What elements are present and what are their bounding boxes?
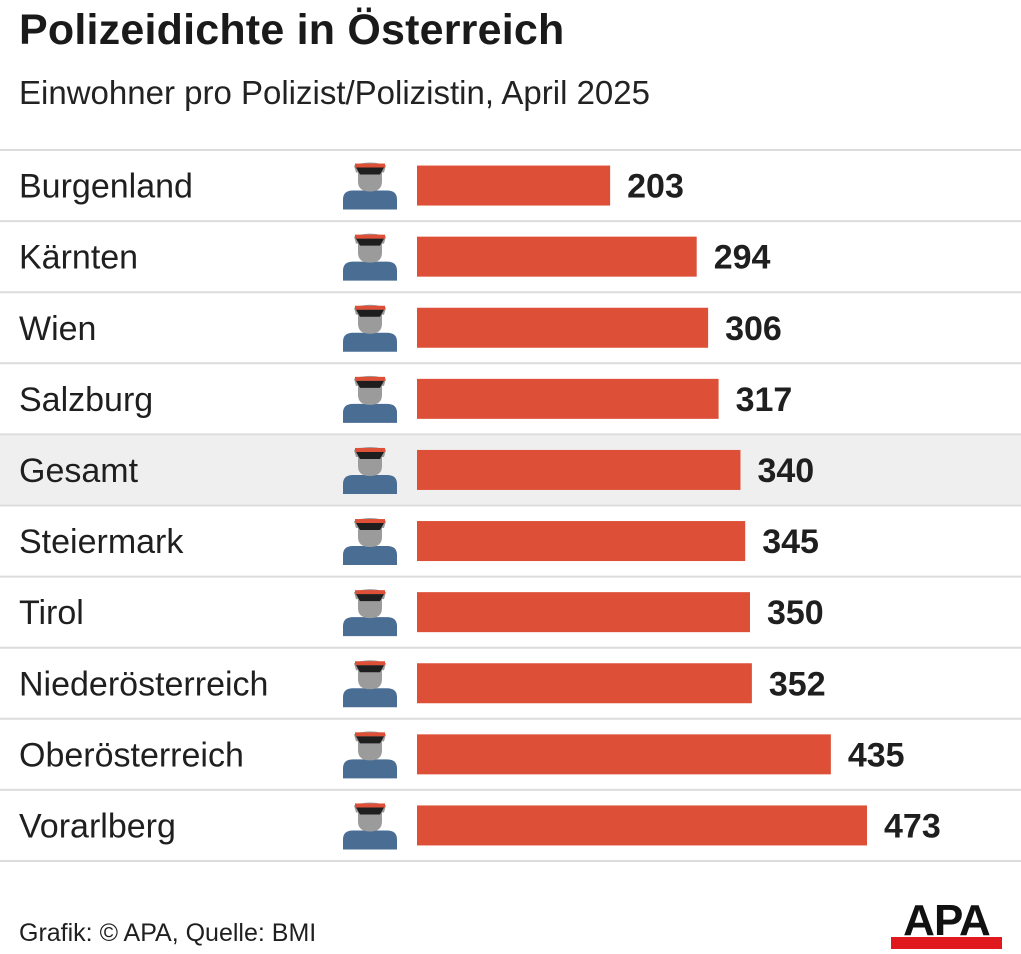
bar bbox=[417, 734, 831, 775]
bar bbox=[417, 307, 709, 348]
police-officer-icon bbox=[343, 802, 397, 850]
category-label: Burgenland bbox=[19, 168, 193, 206]
category-label: Oberösterreich bbox=[19, 736, 244, 774]
bar-row: Gesamt 340 bbox=[0, 435, 1021, 506]
chart-subtitle: Einwohner pro Polizist/Polizistin, April… bbox=[19, 74, 650, 111]
value-label: 306 bbox=[725, 310, 782, 348]
police-officer-icon bbox=[343, 446, 397, 494]
value-label: 340 bbox=[757, 452, 814, 490]
bar bbox=[417, 378, 719, 419]
bar bbox=[417, 165, 611, 206]
bar-row: Oberösterreich 435 bbox=[19, 731, 905, 779]
apa-logo: APA bbox=[891, 897, 1002, 949]
category-label: Gesamt bbox=[19, 452, 139, 490]
value-label: 473 bbox=[884, 807, 941, 845]
category-label: Kärnten bbox=[19, 239, 138, 277]
value-label: 317 bbox=[736, 381, 793, 419]
category-label: Steiermark bbox=[19, 523, 184, 561]
category-label: Tirol bbox=[19, 594, 84, 632]
bar-row: Wien 306 bbox=[19, 304, 782, 352]
bar bbox=[417, 592, 750, 633]
value-label: 352 bbox=[769, 665, 826, 703]
bar bbox=[417, 521, 746, 562]
category-label: Niederösterreich bbox=[19, 665, 268, 703]
police-officer-icon bbox=[343, 518, 397, 566]
bar bbox=[417, 449, 741, 490]
police-officer-icon bbox=[343, 162, 397, 210]
police-officer-icon bbox=[343, 375, 397, 423]
chart-title: Polizeidichte in Österreich bbox=[19, 6, 565, 54]
bar-row: Tirol 350 bbox=[19, 589, 824, 637]
bar-row: Vorarlberg 473 bbox=[19, 802, 941, 850]
police-officer-icon bbox=[343, 304, 397, 352]
bar bbox=[417, 805, 867, 846]
bar bbox=[417, 236, 697, 277]
bar-row: Niederösterreich 352 bbox=[19, 660, 826, 708]
value-label: 203 bbox=[627, 168, 684, 206]
bar-row: Salzburg 317 bbox=[19, 375, 793, 423]
bar-chart: Burgenland 203 Kärnten 294 Wien 306 Salzburg 31… bbox=[0, 149, 1021, 862]
category-label: Vorarlberg bbox=[19, 807, 176, 845]
value-label: 345 bbox=[762, 523, 819, 561]
police-officer-icon bbox=[343, 233, 397, 281]
police-officer-icon bbox=[343, 731, 397, 779]
police-officer-icon bbox=[343, 660, 397, 708]
police-officer-icon bbox=[343, 589, 397, 637]
category-label: Salzburg bbox=[19, 381, 153, 419]
bar bbox=[417, 663, 752, 704]
value-label: 435 bbox=[848, 736, 905, 774]
bar-row: Steiermark 345 bbox=[19, 518, 819, 566]
source-footer: Grafik: © APA, Quelle: BMI bbox=[19, 919, 317, 947]
bar-row: Kärnten 294 bbox=[19, 233, 771, 281]
bar-row: Burgenland 203 bbox=[19, 162, 684, 210]
value-label: 294 bbox=[714, 239, 771, 277]
value-label: 350 bbox=[767, 594, 824, 632]
category-label: Wien bbox=[19, 310, 96, 348]
